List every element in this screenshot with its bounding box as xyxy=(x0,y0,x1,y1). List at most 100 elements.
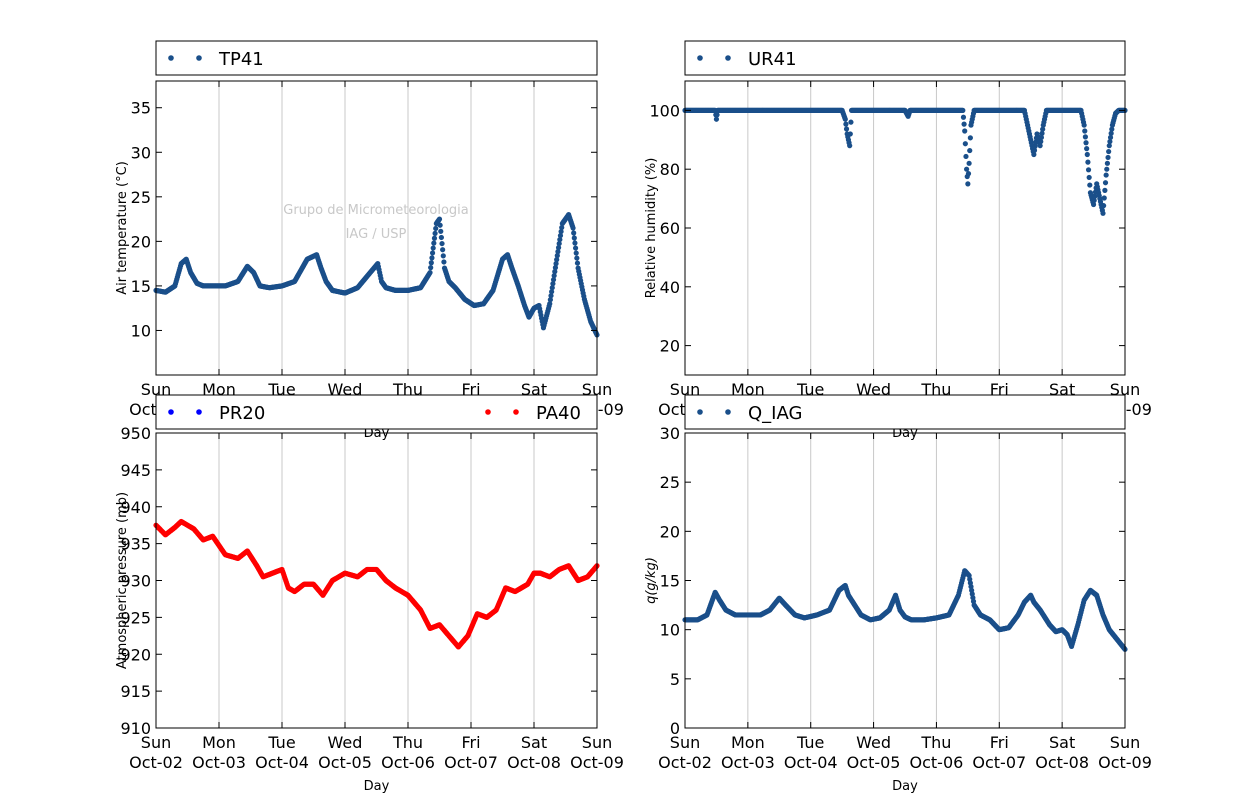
data-point xyxy=(1104,166,1110,172)
y-axis-label: Atmospheric pressure (mb) xyxy=(115,492,130,669)
x-tick-label-day: Sat xyxy=(1049,733,1075,752)
legend: UR41 xyxy=(684,40,1126,76)
data-point xyxy=(572,245,579,251)
data-point xyxy=(713,116,720,122)
data-point xyxy=(1039,130,1045,136)
watermark-line-2: IAG / USP xyxy=(346,227,407,242)
data-point xyxy=(437,222,443,228)
x-tick-label-date: Oct-05 xyxy=(847,753,901,772)
data-point xyxy=(440,247,446,253)
data-point xyxy=(1109,126,1115,132)
legend-label-Q_IAG: Q_IAG xyxy=(748,403,802,424)
data-point xyxy=(1106,143,1112,149)
y-tick-label: 915 xyxy=(120,682,151,701)
data-point xyxy=(550,281,556,287)
y-tick-label: 15 xyxy=(131,277,151,296)
data-point xyxy=(556,240,562,247)
legend-box xyxy=(684,40,1126,76)
data-point xyxy=(553,261,559,267)
data-point xyxy=(1103,172,1109,178)
x-tick-label-date: Oct-03 xyxy=(192,753,246,772)
x-tick-label-day: Mon xyxy=(202,380,236,399)
data-point xyxy=(1040,126,1046,132)
data-point xyxy=(428,260,434,266)
data-point xyxy=(554,257,560,263)
data-point xyxy=(573,250,579,256)
x-tick-label-day: Sun xyxy=(1110,380,1140,399)
x-tick-label-date: Oct-04 xyxy=(784,753,838,772)
data-point xyxy=(1086,174,1092,181)
data-point xyxy=(431,235,438,241)
legend-marker xyxy=(168,409,174,415)
x-tick-label-day: Sun xyxy=(1110,733,1140,752)
legend-marker xyxy=(196,409,202,415)
x-tick-label-date: Oct-02 xyxy=(129,753,183,772)
data-point xyxy=(848,119,854,125)
legend-label-PA40: PA40 xyxy=(536,403,581,424)
data-point xyxy=(847,143,853,149)
data-point xyxy=(843,121,849,127)
x-tick-label-day: Wed xyxy=(328,380,363,399)
data-point xyxy=(847,131,853,137)
legend-marker xyxy=(168,55,174,61)
axes-frame xyxy=(155,80,598,376)
y-tick-label: 920 xyxy=(120,645,151,664)
data-point xyxy=(429,250,436,256)
x-tick-label-day: Tue xyxy=(796,380,824,399)
data-point xyxy=(1084,151,1090,158)
axes-frame xyxy=(684,80,1126,376)
x-tick-label-date: Oct-09 xyxy=(1098,753,1152,772)
x-tick-label-date: Oct-06 xyxy=(381,753,435,772)
data-point xyxy=(557,232,564,239)
data-point xyxy=(965,181,971,187)
data-point xyxy=(550,277,557,283)
x-tick-label-day: Wed xyxy=(856,733,891,752)
data-point xyxy=(1085,159,1091,165)
y-tick-label: 935 xyxy=(120,535,151,554)
x-tick-label-day: Fri xyxy=(990,380,1009,399)
x-tick-label-day: Thu xyxy=(392,380,423,399)
legend: TP41 xyxy=(155,40,598,76)
x-tick-label-day: Sat xyxy=(521,380,547,399)
data-point xyxy=(967,147,973,154)
data-point xyxy=(1031,147,1038,153)
x-tick-label-date: Oct-08 xyxy=(507,753,561,772)
legend-marker xyxy=(513,409,519,415)
series-TP41 xyxy=(153,212,600,338)
x-tick-label-date: Oct-03 xyxy=(721,753,775,772)
data-point xyxy=(558,228,564,235)
y-tick-label: 5 xyxy=(670,670,680,689)
data-point xyxy=(427,269,433,276)
x-tick-label-day: Fri xyxy=(461,380,480,399)
x-tick-label-day: Sun xyxy=(582,733,612,752)
data-point xyxy=(574,255,580,261)
data-point xyxy=(1082,134,1088,140)
x-tick-label-date: Oct-02 xyxy=(658,753,712,772)
legend-marker xyxy=(725,409,731,415)
data-point xyxy=(1083,140,1089,146)
y-tick-label: 20 xyxy=(131,232,151,251)
data-point xyxy=(571,230,577,236)
legend-marker xyxy=(697,55,703,61)
x-tick-label-day: Mon xyxy=(202,733,236,752)
data-point xyxy=(963,153,969,160)
data-point xyxy=(960,107,966,113)
x-tick-label-day: Fri xyxy=(461,733,480,752)
legend: PR20 PA40 xyxy=(155,394,598,430)
data-point xyxy=(1100,210,1106,216)
data-point xyxy=(549,285,555,291)
data-point xyxy=(1101,195,1107,201)
humidity-panel: 20406080100SunOct-02MonOct-03TueOct-04We… xyxy=(644,40,1152,441)
y-tick-label: 35 xyxy=(131,99,151,118)
data-point xyxy=(714,112,720,118)
data-point xyxy=(441,259,447,265)
x-tick-label-date: Oct-07 xyxy=(972,753,1026,772)
data-point xyxy=(1081,122,1087,128)
data-point xyxy=(552,269,558,275)
pressure-panel: 910915920925930935940945950SunOct-02MonO… xyxy=(115,394,624,794)
axes-frame xyxy=(684,432,1126,729)
data-point xyxy=(1102,180,1109,186)
data-point xyxy=(1031,151,1037,158)
legend-marker xyxy=(697,409,703,415)
